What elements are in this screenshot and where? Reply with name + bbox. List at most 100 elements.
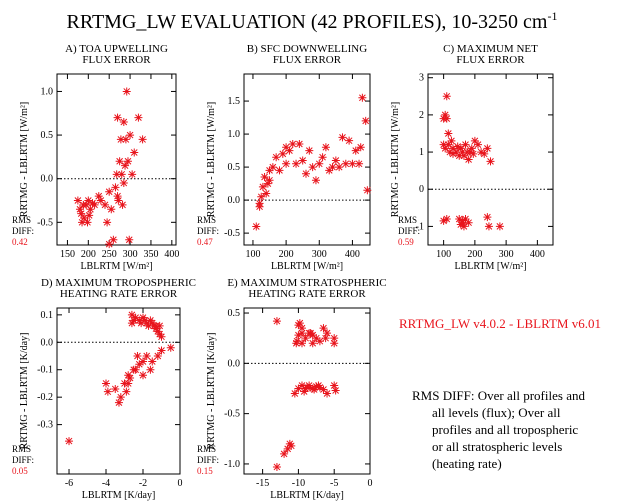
point <box>308 339 317 348</box>
point <box>351 146 360 155</box>
point <box>121 161 130 170</box>
point <box>441 110 450 119</box>
point <box>439 114 448 123</box>
point <box>486 157 495 166</box>
point <box>119 179 128 188</box>
plot-frame <box>56 73 177 246</box>
point <box>148 357 157 366</box>
point <box>131 365 140 374</box>
x-tick-label: 200 <box>81 249 96 260</box>
point <box>314 381 323 390</box>
point <box>252 222 261 231</box>
rms-label: DIFF: <box>197 455 219 465</box>
x-tick-label: -15 <box>256 478 269 489</box>
point <box>292 159 301 168</box>
point <box>321 334 330 343</box>
point <box>348 159 357 168</box>
point <box>459 151 468 160</box>
point <box>483 213 492 222</box>
point <box>257 192 266 201</box>
x-tick-label: 400 <box>164 249 179 260</box>
panel-title: FLUX ERROR <box>273 54 342 66</box>
point <box>459 222 468 231</box>
point <box>312 382 321 391</box>
point <box>112 170 121 179</box>
point <box>130 148 139 157</box>
y-tick-label: 0.0 <box>228 195 241 206</box>
y-tick-label: -1.0 <box>224 459 240 470</box>
y-tick-label: 0.0 <box>41 174 54 185</box>
point <box>114 398 123 407</box>
point <box>295 319 304 328</box>
point <box>466 148 475 157</box>
point <box>297 381 306 390</box>
panel-title: FLUX ERROR <box>82 54 151 66</box>
point <box>321 143 330 152</box>
point <box>345 136 354 145</box>
point <box>148 319 157 328</box>
rms-label: DIFF: <box>12 226 34 236</box>
y-axis-label: RRTMG - LBLRTM [W/m²] <box>390 102 401 217</box>
y-tick-label: 0.5 <box>41 130 54 141</box>
point <box>77 209 86 218</box>
point <box>456 220 465 229</box>
point <box>272 317 281 326</box>
point <box>83 218 92 227</box>
panel-title: FLUX ERROR <box>456 54 525 66</box>
y-tick-label: 1.0 <box>228 129 241 140</box>
point <box>142 352 151 361</box>
point <box>155 321 164 330</box>
point <box>116 135 125 144</box>
point <box>114 196 123 205</box>
title-superscript: -1 <box>548 9 558 23</box>
point <box>123 157 132 166</box>
point <box>297 329 306 338</box>
point <box>331 156 340 165</box>
point <box>113 113 122 122</box>
point <box>129 316 138 325</box>
point <box>449 144 457 153</box>
point <box>117 170 126 179</box>
rms-note-line: all levels (flux); Over all <box>432 405 561 420</box>
point <box>102 379 111 388</box>
rms-value: 0.59 <box>398 237 414 247</box>
point <box>260 172 269 181</box>
point <box>86 205 95 214</box>
point <box>295 139 304 148</box>
y-tick-label: 0.1 <box>41 310 54 321</box>
point <box>330 334 339 343</box>
point <box>268 163 277 172</box>
point <box>94 192 103 201</box>
point <box>315 337 324 346</box>
point <box>495 222 504 231</box>
point <box>155 330 164 339</box>
x-tick-label: 0 <box>368 478 373 489</box>
point <box>330 339 339 348</box>
point <box>125 235 134 244</box>
point <box>131 313 140 322</box>
point <box>103 387 112 396</box>
point <box>323 329 332 338</box>
point <box>301 334 310 343</box>
x-tick-label: -10 <box>292 478 305 489</box>
point <box>319 324 328 333</box>
point <box>80 213 89 222</box>
point <box>323 389 332 398</box>
point <box>118 200 127 209</box>
point <box>298 156 307 165</box>
point <box>122 87 131 96</box>
point <box>469 149 478 158</box>
rms-value: 0.15 <box>197 466 213 476</box>
y-tick-label: 1 <box>419 147 424 158</box>
point <box>312 334 321 343</box>
point <box>484 222 493 231</box>
point <box>297 324 306 333</box>
y-tick-label: 0.0 <box>41 337 54 348</box>
point <box>135 360 144 369</box>
point <box>142 319 151 328</box>
y-tick-label: 0.5 <box>228 308 241 319</box>
point <box>315 159 324 168</box>
panel-title: D) MAXIMUM TROPOSPHERIC <box>41 277 196 289</box>
rms-label: RMS <box>12 444 31 454</box>
point <box>105 187 114 196</box>
